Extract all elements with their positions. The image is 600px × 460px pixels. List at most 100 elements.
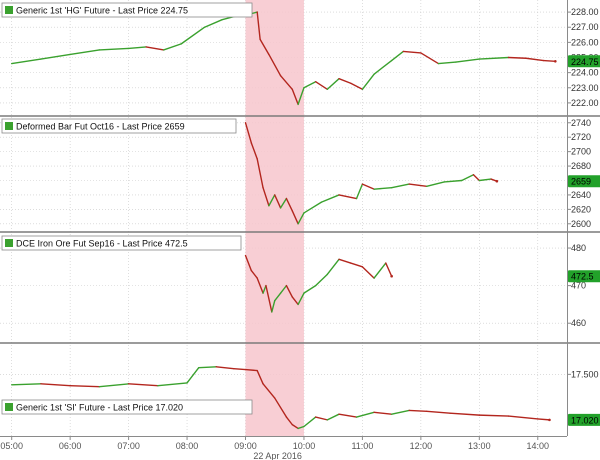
series-last-point xyxy=(554,59,557,63)
series-segment xyxy=(303,201,323,214)
y-tick-label: 2720 xyxy=(571,132,591,142)
y-tick-label: 224.00 xyxy=(571,68,599,78)
series-segment xyxy=(314,273,329,287)
series-segment xyxy=(338,413,358,418)
x-tick-label: 14:00 xyxy=(527,441,550,451)
series-segment xyxy=(279,284,288,294)
x-tick-label: 07:00 xyxy=(117,441,140,451)
series-segment xyxy=(303,284,317,294)
series-segment xyxy=(233,367,247,371)
series-segment xyxy=(326,258,340,276)
series-segment xyxy=(262,187,270,207)
y-tick-label: 228.00 xyxy=(571,7,599,17)
last-price-tag-label: 17.020 xyxy=(571,415,599,425)
series-last-point xyxy=(548,418,551,422)
series-segment xyxy=(145,46,165,51)
highlight-layer xyxy=(245,0,304,436)
series-segment xyxy=(98,47,130,51)
axes-layer xyxy=(0,0,600,440)
series-segment xyxy=(542,59,557,62)
y-tick-label: 460 xyxy=(571,318,586,328)
series-segment xyxy=(355,183,364,200)
series-segment xyxy=(320,194,340,203)
series-segment xyxy=(256,277,264,294)
legend-label: Generic 1st 'HG' Future - Last Price 224… xyxy=(16,6,188,16)
x-date-label: 22 Apr 2016 xyxy=(253,451,302,460)
y-tick-label: 226.00 xyxy=(571,37,599,47)
series-segment xyxy=(259,38,270,56)
y-tick-label: 17.500 xyxy=(571,369,599,379)
legend-label: Deformed Bar Fut Oct16 - Last Price 2659 xyxy=(16,122,185,132)
series-segment xyxy=(373,187,393,190)
series-last-point xyxy=(390,274,393,278)
series-segment xyxy=(285,284,293,298)
x-tick-label: 11:00 xyxy=(351,441,373,451)
series-segment xyxy=(262,284,267,294)
series-segment xyxy=(256,11,261,41)
series-segment xyxy=(402,50,422,54)
series-segment xyxy=(361,183,375,190)
last-price-tag-label: 224.75 xyxy=(571,57,599,67)
series-segment xyxy=(461,174,475,182)
x-tick-label: 05:00 xyxy=(0,441,23,451)
y-tick-label: 2620 xyxy=(571,204,591,214)
legend-swatch xyxy=(5,403,13,411)
series-segment xyxy=(338,258,352,264)
series-segment xyxy=(250,269,258,279)
legend-box xyxy=(1,2,253,18)
x-tick-label: 10:00 xyxy=(293,441,316,451)
legend-swatch xyxy=(5,6,13,14)
series-segment xyxy=(338,77,352,84)
series-segment xyxy=(507,415,539,420)
series-segment xyxy=(69,385,101,388)
highlight-band xyxy=(245,0,304,436)
series-segment xyxy=(408,183,428,187)
legend-box xyxy=(1,118,237,134)
series-segment xyxy=(361,266,375,279)
series-segment xyxy=(350,82,364,90)
series-segment xyxy=(472,174,481,182)
series-layer xyxy=(10,11,557,430)
x-tick-label: 08:00 xyxy=(176,441,199,451)
y-tick-label: 2640 xyxy=(571,190,591,200)
series-segment xyxy=(256,158,264,189)
series-segment xyxy=(507,56,527,59)
series-segment xyxy=(265,284,273,313)
series-segment xyxy=(98,383,130,388)
series-segment xyxy=(244,122,253,144)
series-segment xyxy=(291,88,299,106)
series-segment xyxy=(326,413,340,421)
series-segment xyxy=(186,367,200,384)
series-segment xyxy=(314,416,329,421)
series-segment xyxy=(279,197,288,209)
series-segment xyxy=(157,382,188,387)
series-segment xyxy=(420,52,440,65)
series-segment xyxy=(291,423,299,430)
series-segment xyxy=(271,299,276,313)
series-segment xyxy=(338,194,358,200)
last-price-tag-label: 472.5 xyxy=(571,272,594,282)
series-segment xyxy=(297,87,305,106)
x-tick-label: 13:00 xyxy=(468,441,491,451)
y-tick-label: 480 xyxy=(571,243,586,253)
x-tick-label: 06:00 xyxy=(59,441,82,451)
series-segment xyxy=(426,410,451,414)
series-segment xyxy=(373,262,387,279)
series-segment xyxy=(449,412,481,416)
series-segment xyxy=(162,43,182,51)
series-segment xyxy=(127,46,147,50)
legend-box xyxy=(1,235,242,251)
series-segment xyxy=(291,210,299,225)
y-tick-label: 223.00 xyxy=(571,83,599,93)
series-segment xyxy=(443,179,463,183)
series-segment xyxy=(10,383,42,386)
series-segment xyxy=(285,197,293,212)
series-segment xyxy=(326,77,340,90)
x-tick-label: 12:00 xyxy=(410,441,433,451)
legend-box xyxy=(1,399,253,415)
y-tick-label: 222.00 xyxy=(571,98,599,108)
series-segment xyxy=(180,26,206,45)
series-segment xyxy=(390,50,405,62)
